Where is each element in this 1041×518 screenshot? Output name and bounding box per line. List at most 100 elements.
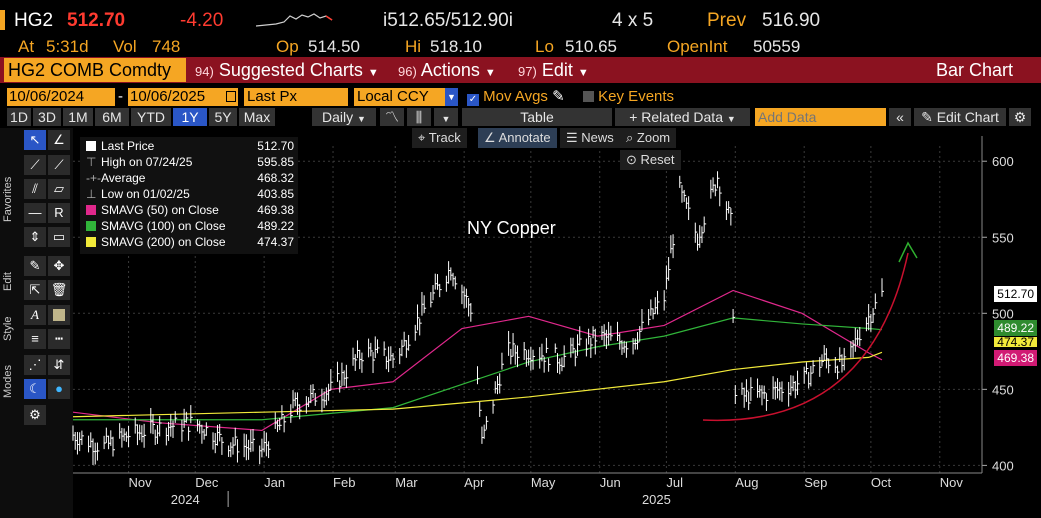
color-tool[interactable]: [48, 305, 70, 325]
palette-icon: ●: [55, 381, 63, 396]
y-tick-label: 500: [992, 306, 1014, 321]
settings-button[interactable]: ⚙: [1009, 108, 1031, 126]
trend-line-tool[interactable]: ⟋: [24, 155, 46, 175]
field-select[interactable]: Last Px: [244, 88, 348, 106]
fibonacci-tool[interactable]: ⇕: [24, 227, 46, 247]
crosshair-icon: ⋰: [28, 357, 42, 372]
suggested-charts-menu[interactable]: 94) Suggested Charts ▼: [195, 57, 379, 83]
mov-avgs-toggle[interactable]: ✓ Mov Avgs ✎: [467, 88, 565, 106]
legend-value: 468.32: [257, 171, 294, 185]
style-dropdown[interactable]: ▼: [434, 108, 458, 126]
edit-menu[interactable]: 97) Edit ▼: [518, 57, 589, 83]
openint-label: OpenInt: [667, 37, 728, 56]
x-year-label: 2025: [642, 492, 671, 507]
range-button-max[interactable]: Max: [239, 108, 275, 126]
checkbox-unchecked-icon: [583, 91, 594, 102]
start-date-value: 10/06/2024: [9, 88, 85, 105]
legend-label: SMAVG (200) on Close: [101, 235, 226, 249]
openint-value: 50559: [753, 37, 801, 56]
color-mode[interactable]: ●: [48, 379, 70, 399]
legend-row-low: ⊥ Low on 01/02/25 403.85: [86, 187, 294, 202]
series-smavg-200-: [72, 351, 883, 418]
reset-icon: ⊙: [626, 152, 637, 167]
ray-tool[interactable]: ⟋: [48, 155, 70, 175]
legend-swatch: [86, 221, 96, 231]
trend-line-icon: ⟋: [30, 157, 40, 172]
key-events-label: Key Events: [598, 88, 675, 105]
annotate-icon: ∠: [484, 130, 496, 145]
field-select-value: Last Px: [247, 88, 298, 105]
x-tick-label: Jan: [264, 475, 285, 490]
legend-label: SMAVG (100) on Close: [101, 219, 226, 233]
op-label: Op: [276, 37, 299, 56]
channel-tool[interactable]: ⫽: [24, 179, 46, 199]
range-button-5y[interactable]: 5Y: [209, 108, 237, 126]
checkbox-checked-icon: ✓: [467, 94, 479, 106]
collapse-button[interactable]: «: [889, 108, 911, 126]
line-style-tool[interactable]: ┅: [48, 329, 70, 349]
related-data-button[interactable]: + Related Data ▼: [615, 108, 750, 126]
crosshair-mode[interactable]: ⋰: [24, 355, 46, 375]
range-button-1m[interactable]: 1M: [63, 108, 93, 126]
news-label: News: [581, 130, 614, 145]
news-button[interactable]: ☰ News: [560, 128, 620, 148]
line-weight-icon: ≡: [31, 331, 39, 346]
bid-ask: i512.65/512.90i: [383, 10, 513, 31]
color-swatch-icon: [53, 309, 65, 321]
table-button[interactable]: Table: [462, 108, 612, 126]
panel-settings[interactable]: ⚙: [24, 405, 46, 425]
chevron-down-icon: ▼: [484, 67, 496, 79]
reset-button[interactable]: ⊙ Reset: [620, 150, 681, 170]
channel-icon: ⫽: [32, 181, 38, 196]
delete-tool[interactable]: 🗑: [48, 280, 70, 300]
hand-icon: ⇵: [53, 357, 65, 372]
track-button[interactable]: ⌖ Track: [412, 128, 467, 148]
rectangle-tool[interactable]: ▭: [48, 227, 70, 247]
legend-value: 595.85: [257, 155, 294, 169]
suggested-charts-num: 94): [195, 64, 214, 79]
range-button-1y[interactable]: 1Y: [173, 108, 207, 126]
range-button-6m[interactable]: 6M: [95, 108, 129, 126]
fibonacci-icon: ⇕: [29, 229, 41, 244]
range-button-3d[interactable]: 3D: [33, 108, 61, 126]
annotate-button[interactable]: ∠ Annotate: [478, 128, 557, 148]
last-price-tag: 512.70: [994, 286, 1037, 302]
horizontal-line-tool[interactable]: —: [24, 203, 46, 223]
at-label: At: [18, 37, 35, 56]
select-tool[interactable]: ⇱: [24, 280, 46, 300]
chart-style-button[interactable]: 〽: [380, 108, 404, 126]
end-date-field[interactable]: 10/06/2025: [128, 88, 238, 106]
key-events-toggle[interactable]: Key Events: [583, 88, 674, 106]
retracement-tool[interactable]: R: [48, 203, 70, 223]
add-data-input[interactable]: [755, 108, 886, 126]
x-tick-label: Aug: [735, 475, 758, 490]
cursor-tool[interactable]: ↖: [24, 130, 46, 150]
hand-mode[interactable]: ⇵: [48, 355, 70, 375]
edit-chart-button[interactable]: ✎ Edit Chart: [914, 108, 1006, 126]
gear-icon: ⚙: [29, 407, 41, 422]
start-date-field[interactable]: 10/06/2024: [7, 88, 115, 106]
fan-tool[interactable]: ▱: [48, 179, 70, 199]
period-select[interactable]: Daily ▼: [312, 108, 376, 126]
pencil-tool[interactable]: ✎: [24, 256, 46, 276]
magnet-mode[interactable]: ☾: [24, 379, 46, 399]
line-draw-tool[interactable]: ∠: [48, 130, 70, 150]
bar-style-button[interactable]: ⫼: [407, 108, 431, 126]
security-field[interactable]: HG2 COMB Comdty: [4, 58, 186, 82]
chevron-down-icon: ▼: [577, 67, 589, 79]
chevron-down-icon: ▼: [441, 114, 451, 124]
actions-menu[interactable]: 96) Actions ▼: [398, 57, 496, 83]
move-tool[interactable]: ✥: [48, 256, 70, 276]
pencil-icon: ✎: [921, 109, 933, 125]
crosshair-icon: ⌖: [418, 130, 426, 145]
line-weight-tool[interactable]: ≡: [24, 329, 46, 349]
zoom-button[interactable]: ⌕ Zoom: [620, 128, 677, 148]
line-icon: ∠: [53, 132, 65, 147]
track-label: Track: [428, 130, 461, 145]
font-tool[interactable]: A: [24, 305, 46, 325]
currency-select[interactable]: Local CCY ▼: [354, 88, 458, 106]
ray-icon: ⟋: [54, 157, 64, 172]
range-button-1d[interactable]: 1D: [7, 108, 31, 126]
security-field-text: HG2 COMB Comdty: [8, 60, 172, 80]
range-button-ytd[interactable]: YTD: [131, 108, 171, 126]
